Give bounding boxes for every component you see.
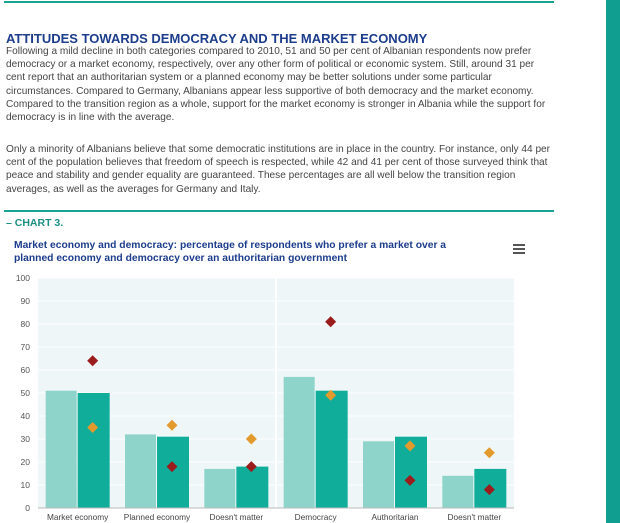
x-tick-label: Doesn't matter — [447, 512, 501, 522]
bar-series-1 — [204, 468, 236, 508]
bar-series-1 — [45, 390, 77, 508]
y-tick-label: 30 — [21, 434, 31, 444]
diamond-marker-orange — [325, 389, 337, 401]
menu-line — [513, 252, 525, 254]
chart-title: Market economy and democracy: percentage… — [14, 240, 447, 264]
bar-series-1 — [125, 434, 156, 508]
hamburger-menu-icon[interactable] — [513, 244, 525, 255]
diamond-marker-orange — [166, 419, 178, 431]
x-tick-label: Doesn't matter — [209, 512, 263, 522]
menu-line — [513, 248, 525, 250]
bar-series-1 — [283, 376, 315, 508]
y-tick-label: 90 — [21, 296, 31, 306]
menu-line — [513, 244, 525, 246]
bar-series-1 — [363, 441, 394, 508]
bar-series-2 — [157, 436, 189, 508]
chart-svg: 0 10 20 30 40 50 60 70 80 90 100 Market economy Plan… — [16, 273, 514, 522]
diamond-marker-orange — [87, 422, 99, 433]
chart-label: – CHART 3. — [6, 217, 64, 229]
y-tick-label: 10 — [21, 480, 31, 490]
bar-series-2 — [77, 393, 110, 508]
section-divider — [4, 210, 554, 212]
y-tick-label: 60 — [21, 365, 31, 375]
y-tick-label: 40 — [21, 411, 31, 421]
diamond-marker-red — [166, 461, 178, 473]
bar-series-2 — [315, 390, 348, 508]
y-tick-label: 50 — [21, 388, 31, 398]
x-tick-label: Market economy — [47, 512, 109, 522]
x-tick-label: Planned economy — [124, 512, 191, 522]
diamond-marker-orange — [404, 440, 416, 452]
diamond-marker-red — [87, 355, 99, 367]
y-tick-label: 80 — [21, 319, 31, 329]
paragraph-1: Following a mild decline in both categor… — [6, 46, 546, 124]
bar-series-1 — [442, 475, 474, 508]
y-tick-label: 0 — [25, 503, 30, 513]
diamond-marker-red — [245, 461, 257, 473]
diamond-marker-orange — [245, 433, 257, 445]
side-accent-bar — [606, 0, 620, 523]
diamond-marker-orange — [483, 447, 495, 459]
y-tick-label: 100 — [16, 273, 30, 283]
y-tick-label: 20 — [21, 457, 31, 467]
bar-series-2 — [236, 466, 269, 508]
section-heading: ATTITUDES TOWARDS DEMOCRACY AND THE MARK… — [6, 31, 428, 46]
y-tick-label: 70 — [21, 342, 31, 352]
x-tick-label: Democracy — [295, 512, 338, 522]
paragraph-2: Only a minority of Albanians believe tha… — [6, 144, 551, 195]
diamond-marker-red — [483, 484, 495, 496]
diamond-marker-red — [325, 316, 337, 328]
x-tick-label: Authoritarian — [371, 512, 418, 522]
diamond-marker-red — [404, 474, 416, 486]
top-rule — [4, 1, 554, 3]
